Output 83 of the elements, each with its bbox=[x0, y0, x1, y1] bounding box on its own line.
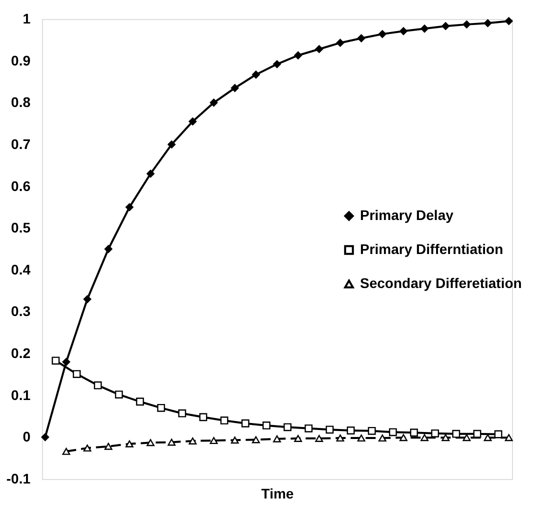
point bbox=[83, 295, 92, 304]
point bbox=[210, 98, 218, 107]
point bbox=[357, 34, 366, 42]
point bbox=[230, 436, 239, 444]
legend-label: Primary Differntiation bbox=[360, 241, 504, 257]
y-tick-label: 0.1 bbox=[11, 386, 31, 403]
point bbox=[346, 426, 355, 434]
y-tick-label: 0.6 bbox=[11, 178, 31, 194]
point bbox=[284, 423, 292, 432]
point bbox=[210, 437, 218, 444]
point bbox=[462, 20, 471, 28]
point bbox=[104, 442, 112, 450]
point bbox=[62, 358, 70, 366]
point bbox=[94, 381, 102, 390]
point bbox=[168, 438, 176, 446]
y-tick-label: 0.8 bbox=[11, 94, 31, 110]
point bbox=[431, 429, 440, 438]
point bbox=[473, 430, 482, 438]
point bbox=[326, 426, 334, 434]
point bbox=[104, 245, 112, 253]
point bbox=[230, 84, 239, 92]
point bbox=[336, 38, 344, 47]
point bbox=[62, 448, 70, 455]
point bbox=[294, 51, 302, 60]
point bbox=[168, 140, 176, 148]
point bbox=[146, 439, 154, 446]
y-tick-label: 0.3 bbox=[11, 303, 31, 320]
point bbox=[136, 398, 144, 406]
point bbox=[378, 30, 386, 38]
legend-label: Secondary Differetiation bbox=[360, 275, 522, 291]
point bbox=[315, 434, 324, 442]
point bbox=[368, 426, 376, 435]
point bbox=[72, 370, 81, 378]
point bbox=[420, 24, 428, 33]
point bbox=[199, 413, 208, 422]
point bbox=[114, 390, 123, 398]
point bbox=[442, 22, 450, 30]
point bbox=[442, 434, 450, 442]
point bbox=[452, 430, 460, 438]
point bbox=[315, 45, 324, 54]
point bbox=[304, 424, 313, 432]
point bbox=[262, 422, 270, 430]
point bbox=[188, 437, 197, 444]
point bbox=[178, 409, 186, 418]
y-tick-label: 0.9 bbox=[11, 52, 31, 68]
point bbox=[388, 428, 397, 436]
point bbox=[52, 356, 60, 365]
point bbox=[400, 27, 408, 36]
point bbox=[188, 118, 197, 126]
point bbox=[494, 430, 502, 438]
y-tick-label: 1 bbox=[22, 10, 31, 26]
point bbox=[273, 60, 281, 68]
point bbox=[157, 404, 166, 412]
point bbox=[462, 434, 471, 442]
x-axis-title: Time bbox=[261, 486, 294, 502]
point bbox=[126, 440, 134, 448]
y-tick-label: 0.4 bbox=[11, 261, 31, 278]
y-tick-label: 0.5 bbox=[11, 220, 31, 236]
point bbox=[241, 419, 250, 428]
point bbox=[420, 434, 428, 442]
point bbox=[504, 17, 513, 26]
point bbox=[273, 435, 281, 442]
point bbox=[146, 170, 154, 178]
point bbox=[252, 436, 260, 444]
point bbox=[220, 416, 228, 424]
y-tick-label: -0.1 bbox=[6, 470, 31, 486]
point bbox=[378, 434, 386, 442]
point bbox=[484, 19, 492, 28]
y-tick-label: 0.7 bbox=[11, 136, 31, 152]
point bbox=[252, 70, 260, 79]
legend-label: Primary Delay bbox=[360, 207, 454, 223]
point bbox=[400, 434, 408, 442]
y-tick-label: 0 bbox=[22, 428, 31, 445]
point bbox=[504, 434, 513, 442]
point bbox=[294, 434, 302, 442]
point bbox=[126, 203, 134, 212]
point bbox=[410, 428, 418, 437]
y-tick-label: 0.2 bbox=[11, 345, 31, 362]
point bbox=[83, 444, 92, 452]
point bbox=[484, 434, 492, 442]
point bbox=[357, 434, 366, 442]
point bbox=[41, 433, 50, 442]
point bbox=[336, 434, 344, 442]
